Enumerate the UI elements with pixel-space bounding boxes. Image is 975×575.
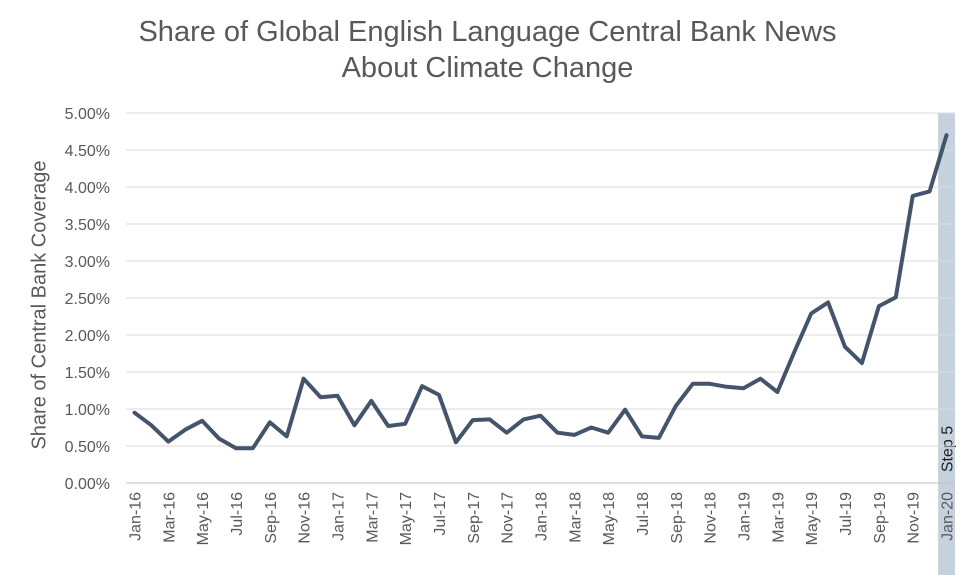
data-point	[758, 377, 762, 381]
x-tick-label: Jul-19	[838, 492, 855, 536]
x-tick-label: Jan-19	[737, 492, 754, 541]
y-tick-label: 3.50%	[65, 217, 110, 234]
highlight-band	[938, 113, 955, 575]
x-tick-label: Sep-16	[263, 492, 280, 544]
data-point	[606, 431, 610, 435]
data-point	[268, 420, 272, 424]
data-point	[454, 440, 458, 444]
data-point	[505, 431, 509, 435]
data-point	[894, 295, 898, 299]
chart-title-line-2: About Climate Change	[341, 52, 634, 84]
y-tick-label: 2.50%	[65, 291, 110, 308]
data-point	[775, 390, 779, 394]
x-tick-label: Jan-16	[127, 492, 144, 541]
x-tick-label: Mar-17	[364, 492, 381, 543]
data-point	[285, 434, 289, 438]
x-tick-label: May-16	[195, 492, 212, 545]
data-point	[742, 386, 746, 390]
chart-title-line-1: Share of Global English Language Central…	[138, 16, 837, 48]
y-tick-label: 4.50%	[65, 143, 110, 160]
data-point	[251, 446, 255, 450]
data-point	[149, 423, 153, 427]
data-point	[539, 414, 542, 418]
data-point	[911, 194, 915, 198]
data-point	[826, 300, 830, 304]
data-point	[386, 424, 390, 428]
highlight-band-group: Step 5	[938, 113, 957, 575]
y-tick-label: 5.00%	[65, 106, 110, 123]
data-point	[217, 437, 221, 441]
y-tick-label: 0.50%	[65, 439, 110, 456]
data-point	[471, 418, 475, 422]
data-point	[589, 426, 593, 429]
data-point	[674, 404, 678, 408]
data-point	[352, 423, 356, 427]
data-point	[809, 312, 813, 316]
data-point	[725, 385, 729, 389]
x-tick-label: Jan-18	[534, 492, 551, 541]
data-point	[369, 399, 373, 403]
data-point	[555, 431, 559, 435]
x-tick-label: Sep-17	[466, 492, 483, 544]
data-point	[945, 133, 949, 137]
data-point	[488, 417, 492, 421]
data-point	[183, 428, 187, 432]
data-point	[166, 440, 170, 444]
data-point	[691, 382, 695, 386]
x-axis-ticks: Jan-16 Mar-16 May-16 Jul-16 Sep-16 Nov-16 Jan-…	[127, 492, 956, 545]
data-point	[708, 382, 712, 386]
data-point	[132, 411, 136, 415]
x-tick-label: Jul-16	[229, 492, 246, 536]
data-point	[843, 345, 847, 349]
data-point	[420, 384, 424, 388]
series-group	[132, 133, 949, 451]
x-tick-label: May-17	[398, 492, 415, 545]
x-tick-label: May-19	[804, 492, 821, 545]
highlight-band-label: Step 5	[940, 426, 957, 472]
data-point	[437, 393, 441, 397]
y-tick-label: 0.00%	[65, 476, 110, 493]
data-point	[335, 394, 339, 398]
data-point	[792, 350, 796, 354]
data-point	[200, 419, 204, 423]
data-point	[928, 189, 932, 193]
data-point	[657, 436, 661, 440]
x-tick-label: Mar-16	[161, 492, 178, 543]
data-point	[522, 417, 526, 421]
y-tick-label: 3.00%	[65, 254, 110, 271]
data-point	[319, 395, 323, 399]
x-tick-label: Sep-18	[669, 492, 686, 544]
data-point	[234, 446, 238, 450]
x-tick-label: Nov-17	[500, 492, 517, 544]
data-point	[403, 422, 407, 426]
gridlines	[126, 112, 955, 484]
data-point	[302, 377, 306, 381]
y-tick-label: 1.50%	[65, 365, 110, 382]
x-tick-label: Sep-19	[872, 492, 889, 544]
y-tick-label: 1.00%	[65, 402, 110, 419]
data-point	[640, 434, 644, 438]
x-tick-label: Jul-17	[432, 492, 449, 536]
x-tick-label: Jul-18	[635, 492, 652, 536]
series-line	[132, 133, 949, 451]
x-tick-label: Mar-19	[770, 492, 787, 543]
x-tick-label: Jan-17	[330, 492, 347, 541]
data-point	[860, 361, 864, 365]
x-tick-label: Jan-20	[940, 492, 957, 541]
y-tick-label: 2.00%	[65, 328, 110, 345]
x-tick-label: Nov-16	[297, 492, 314, 544]
chart-title: Share of Global English Language Central…	[0, 14, 975, 86]
x-tick-label: Nov-19	[906, 492, 923, 544]
data-point	[572, 433, 576, 437]
x-tick-label: Mar-18	[567, 492, 584, 543]
y-axis-ticks: 0.00% 0.50% 1.00% 1.50% 2.00% 2.50% 3.00% 3.50%…	[65, 106, 110, 493]
x-tick-label: May-18	[601, 492, 618, 545]
data-point	[877, 304, 881, 308]
y-tick-label: 4.00%	[65, 180, 110, 197]
x-tick-label: Nov-18	[703, 492, 720, 544]
data-point	[623, 408, 627, 412]
